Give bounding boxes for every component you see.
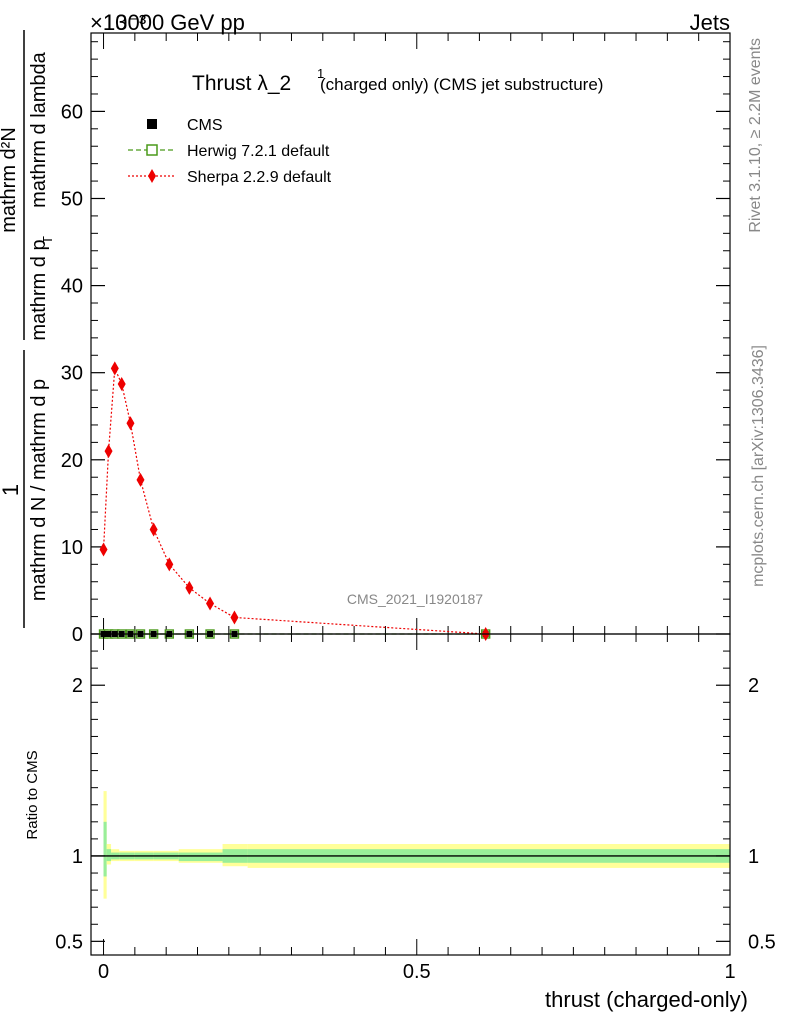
- legend-cms-label: CMS: [187, 117, 223, 134]
- sherpa-point: [206, 596, 215, 611]
- ratio-band-green: [106, 849, 112, 862]
- sherpa-point: [117, 377, 126, 392]
- ratio-ytick-label: 2: [72, 675, 83, 697]
- ratio-xtick-label: 1: [724, 961, 735, 983]
- legend-herwig-label: Herwig 7.2.1 default: [187, 143, 330, 160]
- sherpa-point: [136, 472, 145, 487]
- ratio-ytick-label: 1: [72, 846, 83, 868]
- legend-cms-marker: [147, 119, 157, 129]
- sherpa-point: [165, 557, 174, 572]
- main-ytick-label: 40: [61, 276, 83, 298]
- ratio-xtick-label: 0.5: [403, 961, 431, 983]
- header-left: 13000 GeV pp: [103, 10, 245, 35]
- ratio-band-green: [103, 821, 107, 877]
- header-right: Jets: [690, 10, 730, 35]
- rivet-label: Rivet 3.1.10, ≥ 2.2M events: [747, 38, 764, 233]
- ylabel-numerator: 1: [0, 484, 23, 496]
- main-ytick-label: 50: [61, 188, 83, 210]
- legend-sherpa: Sherpa 2.2.9 default: [128, 169, 332, 186]
- title-sup: 1: [317, 66, 324, 81]
- legend: CMS Herwig 7.2.1 default Sherpa 2.2.9 de…: [128, 117, 332, 186]
- ylabel-suffix: mathrm d lambda: [28, 51, 50, 207]
- legend-sherpa-label: Sherpa 2.2.9 default: [187, 169, 332, 186]
- ylabel-numerator2: mathrm d²N: [0, 127, 20, 233]
- main-x-axis-ticks: [103, 33, 731, 634]
- ratio-y-axis: 0.5 0.5 1 1 2 2: [55, 650, 776, 953]
- y-axis-label: 1 mathrm d N / mathrm d p mathrm d²N mat…: [0, 30, 55, 628]
- main-y-axis: 0 10 20 30 40 50 60: [61, 41, 730, 646]
- ratio-ylabel: Ratio to CMS: [24, 750, 41, 839]
- x-axis-label: thrust (charged-only): [545, 987, 748, 1012]
- main-ytick-label: 60: [61, 101, 83, 123]
- ratio-plot-frame: [90, 633, 731, 956]
- title-rest: (charged only) (CMS jet substructure): [320, 75, 603, 94]
- ratio-x-axis: 0 0.5 1: [98, 634, 736, 983]
- legend-herwig-marker: [146, 144, 158, 156]
- sherpa-point: [185, 580, 194, 595]
- title-main: Thrust λ_2: [192, 72, 291, 95]
- ylabel-t: T: [40, 236, 55, 244]
- main-ytick-label: 20: [61, 450, 83, 472]
- ratio-ytick-label-right: 0.5: [748, 931, 776, 953]
- ratio-xtick-label: 0: [98, 961, 109, 983]
- main-ytick-label: 10: [61, 537, 83, 559]
- ratio-bands: [103, 791, 730, 899]
- sherpa-point: [104, 444, 113, 459]
- legend-cms: CMS: [147, 117, 223, 134]
- sherpa-point: [149, 522, 158, 537]
- legend-herwig: Herwig 7.2.1 default: [128, 143, 330, 160]
- ratio-band-green: [178, 852, 223, 862]
- plot-title: Thrust λ_2 1 (charged only) (CMS jet sub…: [192, 66, 603, 95]
- mcplots-label: mcplots.cern.ch [arXiv:1306.3436]: [750, 345, 767, 587]
- sherpa-point: [126, 416, 135, 431]
- header-exponent: ×10⁻³: [90, 10, 146, 35]
- ratio-ytick-label-right: 1: [748, 846, 759, 868]
- ratio-ytick-label: 0.5: [55, 931, 83, 953]
- ylabel-denominator2: mathrm d p: [28, 239, 50, 340]
- ylabel-denominator: mathrm d N / mathrm d p: [28, 379, 50, 601]
- watermark: CMS_2021_I1920187: [347, 591, 483, 607]
- sherpa-point: [110, 361, 119, 376]
- main-ytick-label: 0: [72, 624, 83, 646]
- ratio-ytick-label-right: 2: [748, 675, 759, 697]
- legend-sherpa-marker: [148, 169, 156, 183]
- sherpa-point: [99, 542, 108, 557]
- sherpa-point: [230, 610, 239, 625]
- main-ytick-label: 30: [61, 363, 83, 385]
